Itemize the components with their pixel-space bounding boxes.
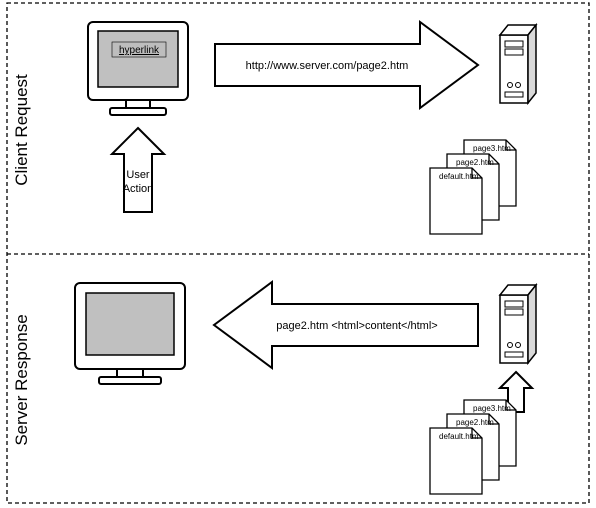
files-response: page3.htm page2.htm default.htm (430, 400, 516, 494)
client-monitor-response (75, 283, 185, 384)
client-monitor-request: hyperlink (88, 22, 188, 115)
files-request: page3.htm page2.htm default.htm (430, 140, 516, 234)
file-label-r1: page2.htm (456, 418, 494, 427)
file-label-r0: page3.htm (473, 404, 511, 413)
response-arrow-text: page2.htm <html>content</html> (276, 320, 437, 332)
server-request (500, 25, 536, 103)
user-action-line1: User (126, 169, 150, 181)
server-response (500, 285, 536, 363)
file-label-1: page2.htm (456, 158, 494, 167)
section-label-request: Client Request (12, 74, 31, 186)
file-label-2: default.htm (439, 172, 479, 181)
hyperlink-text: hyperlink (119, 45, 160, 56)
section-label-response: Server Response (12, 314, 31, 445)
file-label-r2: default.htm (439, 432, 479, 441)
file-label-0: page3.htm (473, 144, 511, 153)
request-arrow-text: http://www.server.com/page2.htm (246, 60, 409, 72)
user-action-line2: Action (123, 183, 154, 195)
